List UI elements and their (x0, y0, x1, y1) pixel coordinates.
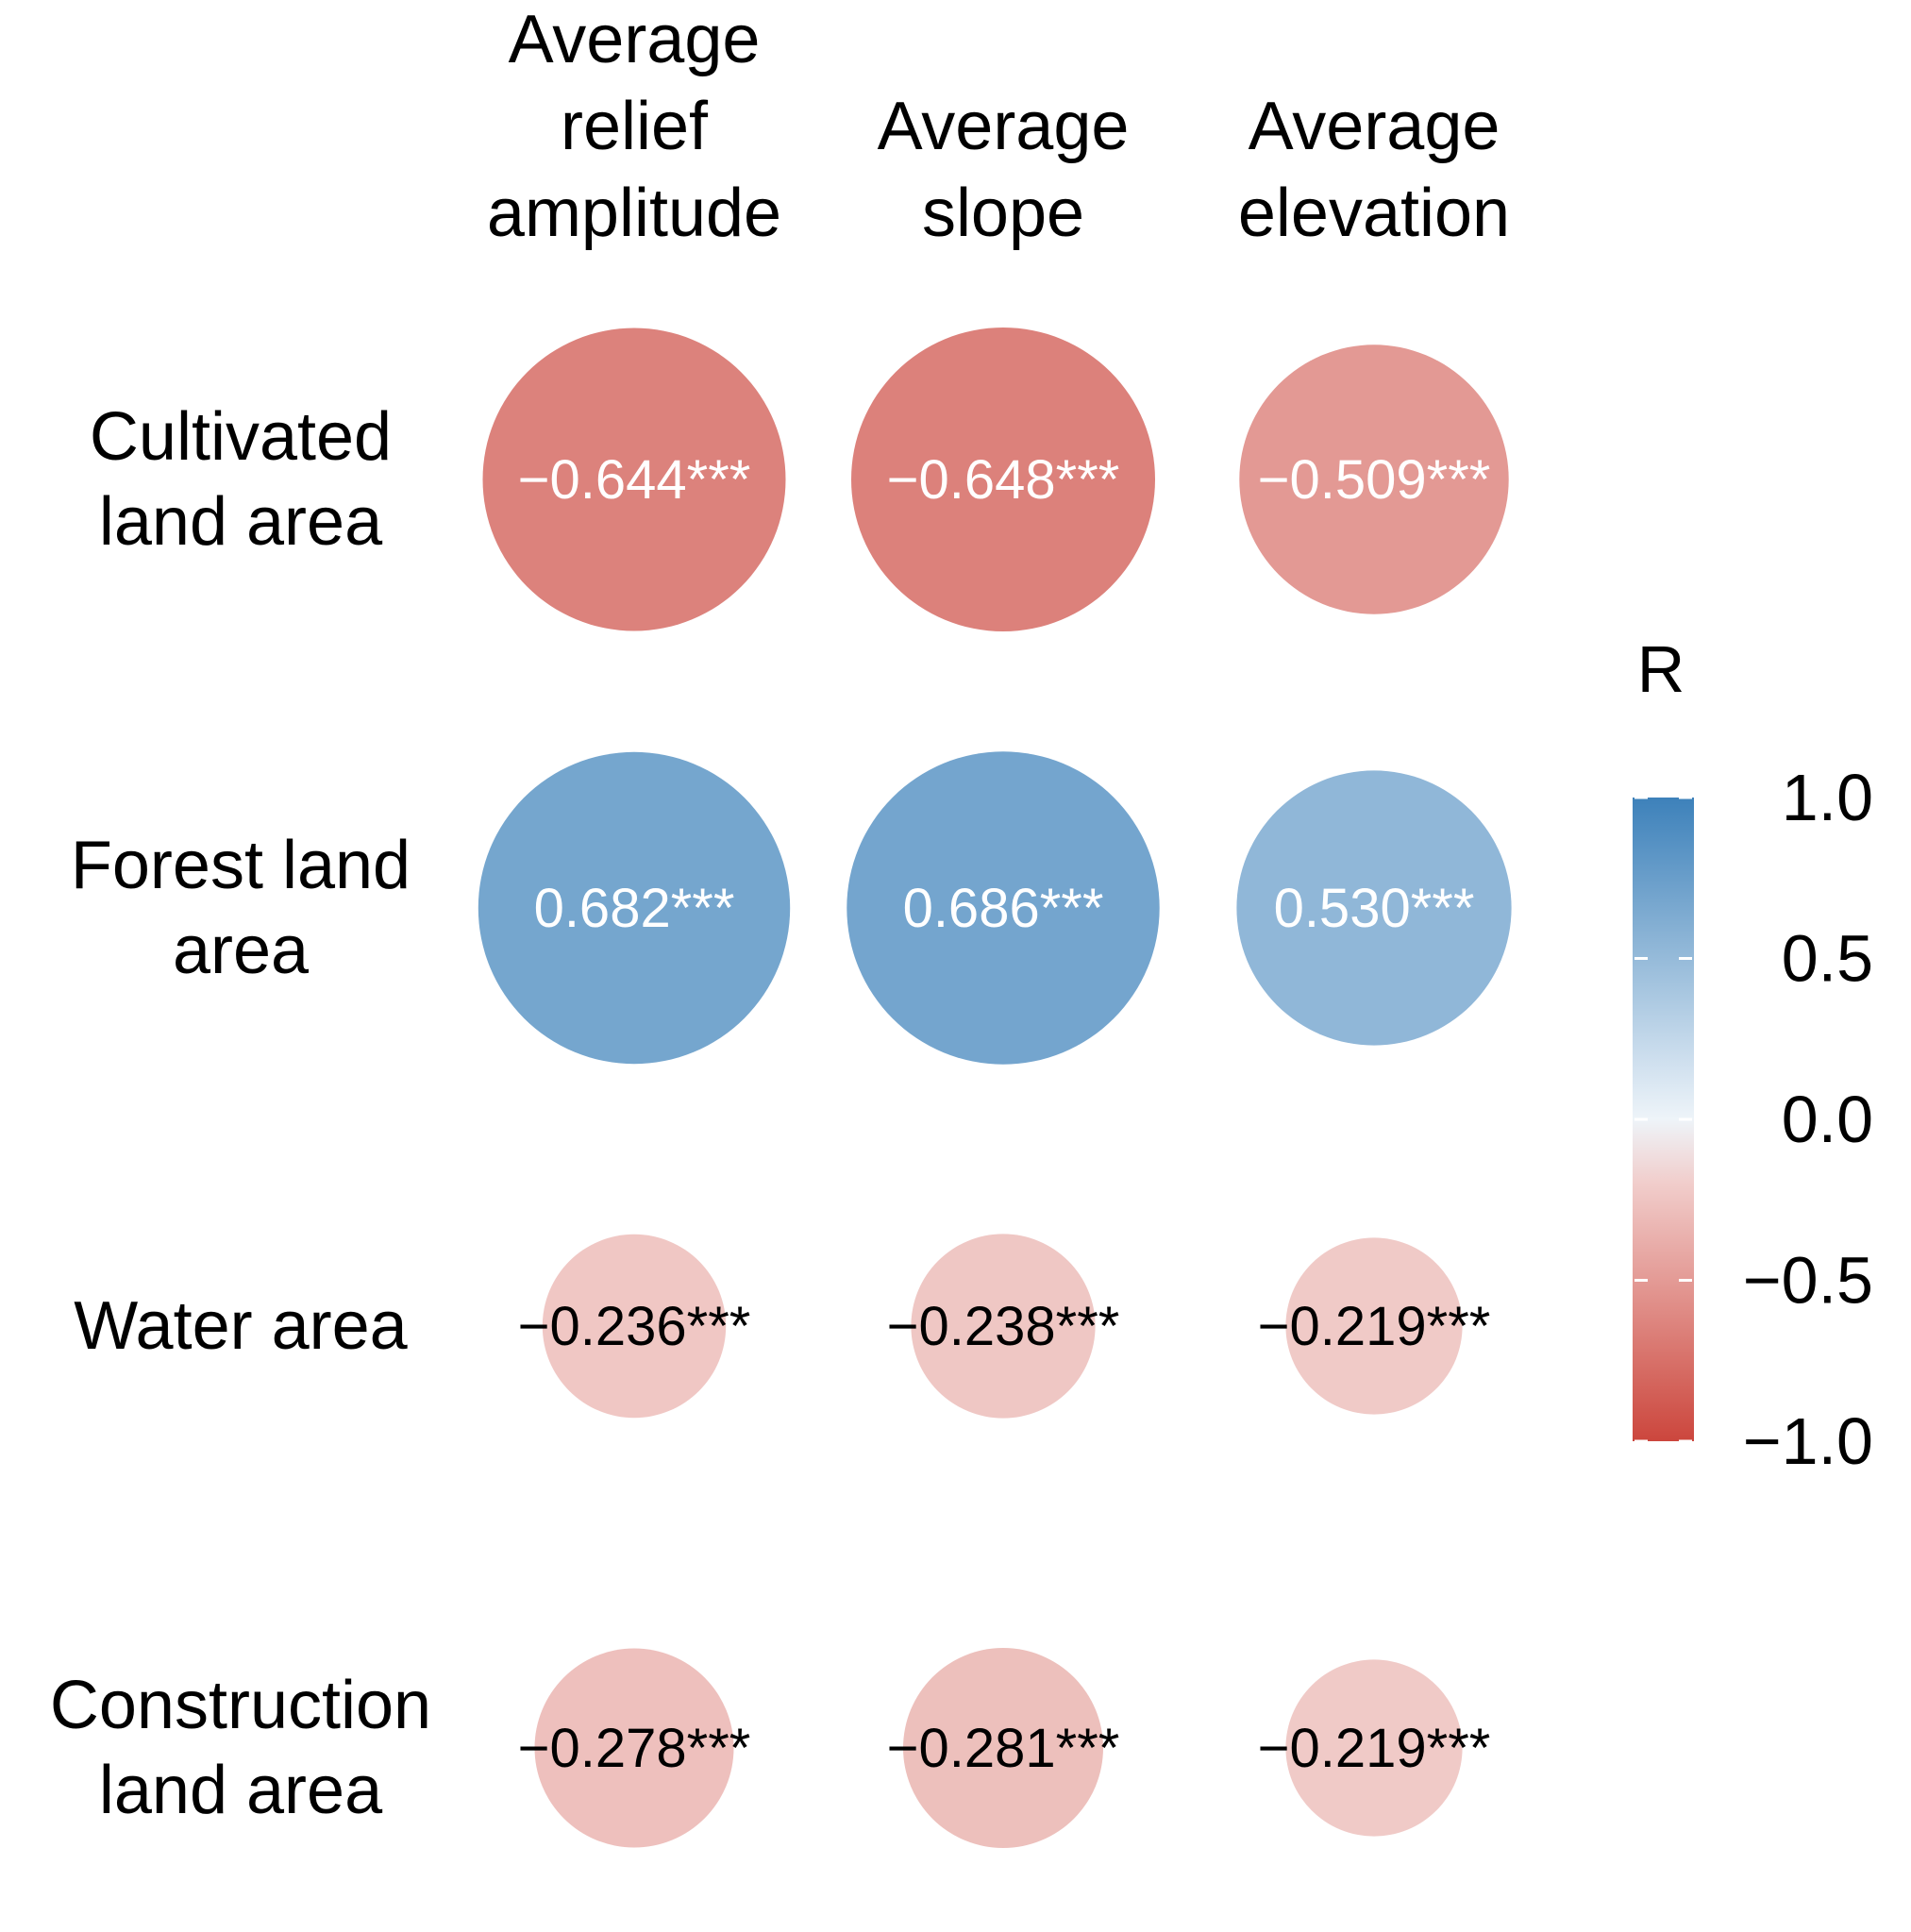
column-label-0-line-1: relief (561, 89, 709, 164)
cell-label-r0-c1: −0.648*** (887, 449, 1120, 511)
cell-circle-r1-c1 (847, 751, 1160, 1065)
color-legend: R 1.0 0.5 0.0 −0.5 −1.0 (1633, 632, 1873, 1478)
cell-circle-r3-c1 (903, 1648, 1103, 1848)
row-label-0-line-0: Cultivated (90, 399, 392, 475)
legend-tick-label-1: 0.5 (1782, 922, 1873, 996)
row-label-2-line-0: Water area (74, 1288, 408, 1364)
cell-circle-r2-c0 (542, 1234, 727, 1419)
cell-label-r3-c0: −0.278*** (518, 1718, 751, 1779)
row-label-1-line-1: area (173, 913, 310, 988)
legend-ticks: 1.0 0.5 0.0 −0.5 −1.0 (1634, 761, 1873, 1478)
cell-circle-r1-c0 (478, 751, 791, 1065)
column-label-1-line-1: slope (922, 176, 1084, 251)
cell-label-r3-c1: −0.281*** (887, 1718, 1120, 1779)
cell-label-r2-c0: −0.236*** (518, 1296, 751, 1357)
row-label-1-line-0: Forest land (71, 828, 411, 903)
cell-label-r1-c2: 0.530*** (1274, 878, 1475, 939)
cell-circle-r1-c2 (1236, 770, 1512, 1046)
cell-circle-r3-c2 (1285, 1659, 1463, 1837)
row-label-3-line-0: Construction (50, 1668, 431, 1743)
legend-tick-label-2: 0.0 (1782, 1083, 1873, 1156)
legend-title: R (1637, 632, 1685, 706)
cell-label-r0-c2: −0.509*** (1258, 449, 1491, 511)
cell-label-r2-c1: −0.238*** (887, 1296, 1120, 1357)
cell-circle-r0-c1 (851, 328, 1155, 631)
cell-circle-r0-c2 (1239, 344, 1509, 614)
legend-tick-label-0: 1.0 (1782, 761, 1873, 834)
column-label-0-line-2: amplitude (487, 176, 781, 251)
column-label-2-line-1: elevation (1238, 176, 1510, 251)
cell-circle-r3-c0 (534, 1648, 734, 1848)
column-labels: Average relief amplitude Average slope Averag… (487, 2, 1510, 251)
cell-label-r1-c0: 0.682*** (534, 878, 735, 939)
column-label-2-line-0: Average (1249, 89, 1500, 164)
row-label-3-line-1: land area (99, 1753, 383, 1828)
row-label-0-line-1: land area (99, 484, 383, 560)
column-label-1-line-0: Average (878, 89, 1130, 164)
column-label-0-line-0: Average (509, 2, 761, 77)
correlation-cells: −0.644*** −0.648*** −0.509*** 0.682*** 0.686… (478, 328, 1512, 1848)
cell-label-r1-c1: 0.686*** (903, 878, 1104, 939)
cell-circle-r2-c1 (911, 1234, 1096, 1419)
cell-circle-r0-c0 (482, 328, 786, 631)
cell-circle-r2-c2 (1285, 1237, 1463, 1415)
cell-label-r0-c0: −0.644*** (518, 449, 751, 511)
cell-label-r3-c2: −0.219*** (1258, 1718, 1491, 1779)
legend-tick-label-3: −0.5 (1743, 1244, 1873, 1318)
legend-tick-label-4: −1.0 (1743, 1404, 1873, 1478)
row-labels: Cultivated land area Forest land area Water … (50, 399, 431, 1828)
cell-label-r2-c2: −0.219*** (1258, 1296, 1491, 1357)
